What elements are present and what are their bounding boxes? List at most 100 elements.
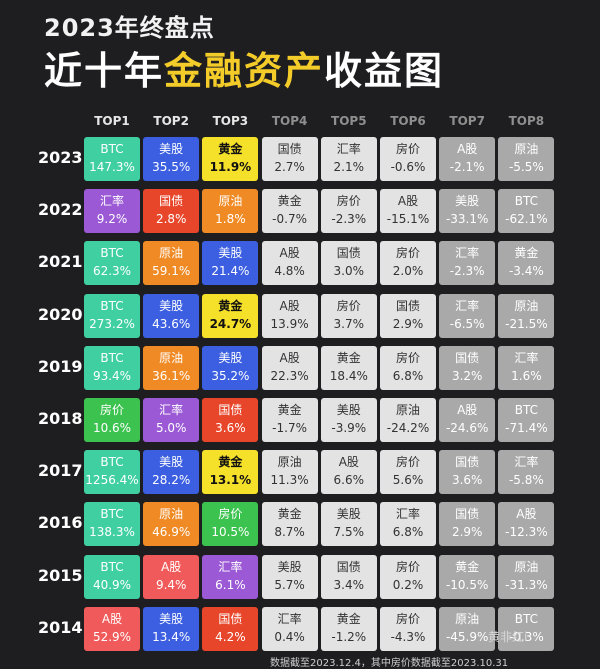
asset-return: 3.7% xyxy=(333,316,365,331)
asset-return: 2.1% xyxy=(333,160,365,174)
asset-return: -31.3% xyxy=(505,577,548,592)
cell-2023-top7: A股 -2.1% xyxy=(439,137,496,181)
cell-2020-top6: 国债 2.9% xyxy=(380,293,436,338)
asset-return: -12.3% xyxy=(505,525,548,540)
asset-return: 0.2% xyxy=(392,577,424,592)
cell-2022-top2: 国债 2.8% xyxy=(143,189,200,234)
asset-return: 28.2% xyxy=(152,473,191,488)
cell-2023-top5: 汇率 2.1% xyxy=(320,137,377,181)
year-label-2014: 2014 xyxy=(38,617,83,637)
cell-2015-top2: A股 9.4% xyxy=(143,554,200,599)
cell-2023-top2: 美股 35.5% xyxy=(143,137,200,181)
cell-2017-top4: 原油 11.3% xyxy=(261,450,318,495)
cell-2020-top7: 汇率 -6.5% xyxy=(439,293,496,338)
asset-return: -24.6% xyxy=(445,421,489,435)
asset-return: 1.8% xyxy=(215,212,246,227)
asset-return: -2.1% xyxy=(449,160,485,174)
asset-return: 18.4% xyxy=(329,368,368,383)
footer-note: 数据截至2023.12.4，其中房价数据截至2023.10.31 xyxy=(270,658,509,669)
cell-2017-top2: 美股 28.2% xyxy=(143,450,200,495)
cell-2021-top6: 房价 2.0% xyxy=(380,241,436,286)
asset-name: A股 xyxy=(457,403,478,417)
asset-name: 国债 xyxy=(336,559,361,574)
asset-return: 0.4% xyxy=(274,629,305,644)
asset-name: BTC xyxy=(514,194,539,209)
asset-return: 2.7% xyxy=(274,160,305,174)
asset-name: 原油 xyxy=(277,455,302,470)
asset-name: 原油 xyxy=(514,142,539,156)
asset-name: 汇率 xyxy=(455,246,480,261)
asset-return: -71.4% xyxy=(505,421,548,435)
asset-name: 房价 xyxy=(395,350,420,365)
title-line-1: 2023年终盘点 xyxy=(44,14,215,42)
cell-2017-top5: A股 6.6% xyxy=(320,450,377,495)
title-line-2-post: 收益图 xyxy=(324,49,445,93)
asset-name: 美股 xyxy=(159,142,184,156)
cell-2015-top6: 房价 0.2% xyxy=(380,554,436,599)
asset-return: 3.0% xyxy=(333,264,365,279)
asset-return: 3.4% xyxy=(333,577,365,592)
asset-return: 138.3% xyxy=(89,525,135,540)
asset-return: -15.1% xyxy=(386,212,430,227)
column-header-top3: TOP3 xyxy=(212,114,249,128)
cell-2016-top3: 房价 10.5% xyxy=(202,502,259,547)
asset-name: A股 xyxy=(279,246,300,261)
cell-2021-top1: BTC 62.3% xyxy=(84,241,140,286)
asset-name: 国债 xyxy=(159,194,184,209)
asset-name: 美股 xyxy=(336,507,361,522)
cell-2022-top1: 汇率 9.2% xyxy=(84,189,140,234)
cell-2018-top4: 黄金 -1.7% xyxy=(261,398,318,442)
asset-return: 46.9% xyxy=(152,525,191,540)
asset-return: 62.3% xyxy=(92,264,132,279)
asset-return: -10.5% xyxy=(445,577,489,592)
asset-name: 原油 xyxy=(159,246,184,261)
asset-return: 93.4% xyxy=(92,368,132,383)
cell-2014-top7: 原油 -45.9% xyxy=(439,606,496,651)
asset-name: 房价 xyxy=(395,611,420,626)
cell-2019-top3: 美股 35.2% xyxy=(202,345,259,390)
asset-return: 2.0% xyxy=(392,264,424,279)
asset-return: 6.6% xyxy=(333,473,365,488)
asset-return: 7.5% xyxy=(333,525,365,540)
cell-2014-top1: A股 52.9% xyxy=(84,606,140,651)
asset-name: 房价 xyxy=(395,142,420,156)
asset-name: A股 xyxy=(457,142,478,156)
cell-2018-top2: 汇率 5.0% xyxy=(143,398,200,442)
asset-name: 美股 xyxy=(455,194,480,209)
asset-return: 6.8% xyxy=(392,525,424,540)
asset-return: 273.2% xyxy=(89,316,135,331)
asset-name: 国债 xyxy=(336,246,361,261)
cell-2018-top5: 美股 -3.9% xyxy=(320,398,377,442)
cell-2014-top6: 房价 -4.3% xyxy=(380,606,436,651)
asset-name: 黄金 xyxy=(455,559,480,574)
asset-return: 13.1% xyxy=(209,473,252,488)
asset-return: 2.9% xyxy=(392,316,424,331)
asset-return: 4.8% xyxy=(274,264,305,279)
asset-name: 黄金 xyxy=(336,611,361,626)
cell-2014-top3: 国债 4.2% xyxy=(202,606,259,651)
asset-name: BTC xyxy=(100,559,124,574)
asset-name: 房价 xyxy=(395,559,420,574)
asset-name: A股 xyxy=(279,350,300,365)
asset-name: 国债 xyxy=(455,350,480,365)
cell-2020-top2: 美股 43.6% xyxy=(143,293,200,338)
column-header-top2: TOP2 xyxy=(153,114,189,128)
asset-return: -33.1% xyxy=(445,212,489,227)
asset-return: 9.4% xyxy=(155,577,187,592)
asset-name: BTC xyxy=(100,507,124,522)
asset-name: 黄金 xyxy=(277,403,302,417)
asset-return: -1.7% xyxy=(272,421,307,435)
asset-name: 汇率 xyxy=(336,142,361,156)
year-label-2020: 2020 xyxy=(38,304,83,324)
title-line-2: 近十年金融资产收益图 xyxy=(44,40,444,95)
asset-name: 原油 xyxy=(159,350,184,365)
asset-name: 国债 xyxy=(218,403,243,417)
asset-return: 10.5% xyxy=(211,525,250,540)
asset-return: 59.1% xyxy=(152,264,191,279)
cell-2020-top5: 房价 3.7% xyxy=(320,293,377,338)
asset-name: 国债 xyxy=(455,507,480,522)
asset-return: 35.2% xyxy=(211,368,250,383)
cell-2021-top8: 黄金 -3.4% xyxy=(498,241,555,286)
asset-name: BTC xyxy=(100,142,124,156)
cell-2015-top8: 原油 -31.3% xyxy=(498,554,555,599)
